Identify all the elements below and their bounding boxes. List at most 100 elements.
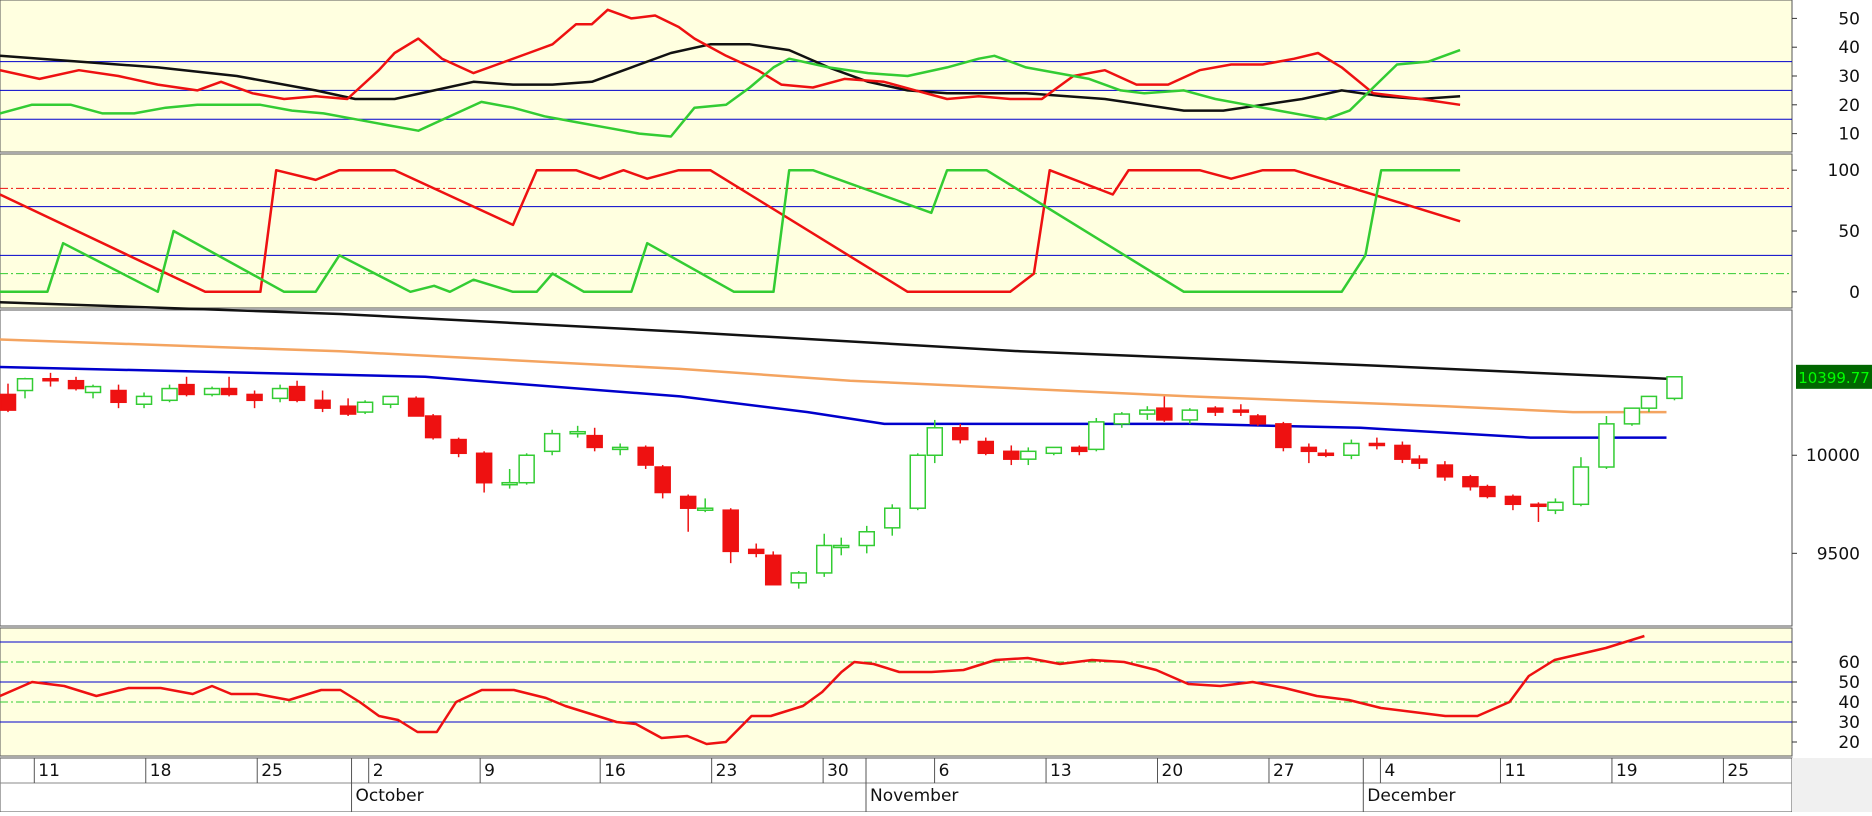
candle-body xyxy=(1623,407,1641,425)
reference-lines xyxy=(0,61,1792,723)
candle-body xyxy=(518,454,535,484)
dmi-panel-series-green xyxy=(0,48,1461,138)
candle-body xyxy=(1156,407,1173,421)
aroon-panel-ytick-label-2: 100 xyxy=(1828,161,1860,181)
candle-body xyxy=(16,377,34,392)
candle-body xyxy=(1181,409,1199,421)
candle-body xyxy=(586,434,603,449)
aroon-panel-series-red xyxy=(0,168,1461,294)
candle-body xyxy=(1249,415,1267,425)
candle-body xyxy=(1504,495,1522,506)
dmi-panel-ytick-label-3: 40 xyxy=(1838,38,1860,58)
dmi-panel-ytick-label-4: 50 xyxy=(1838,9,1860,29)
date-axis-bg xyxy=(0,757,1793,813)
candle-body xyxy=(1045,446,1063,455)
candle-body xyxy=(178,383,195,396)
candle-body xyxy=(1207,407,1224,413)
date-tick-label-14: 19 xyxy=(1616,761,1638,781)
candle-body xyxy=(977,440,995,455)
candle-body xyxy=(1071,446,1088,453)
candle-body xyxy=(1343,442,1360,456)
candle-body xyxy=(110,389,127,404)
panel-backgrounds xyxy=(0,0,1872,757)
candle-body xyxy=(1275,423,1292,449)
candle-body xyxy=(1530,503,1547,508)
candle-body xyxy=(1232,409,1250,413)
candle-body xyxy=(42,377,59,382)
month-tick-label-0: October xyxy=(356,786,424,806)
axis-bg-0 xyxy=(1792,0,1872,152)
candle-body xyxy=(790,572,807,584)
candle-body xyxy=(1113,413,1131,425)
price-panel-series-black xyxy=(0,300,1667,380)
candle-body xyxy=(1640,395,1658,409)
candle-body xyxy=(84,385,102,394)
candle-body xyxy=(884,507,901,529)
date-tick-label-10: 20 xyxy=(1162,761,1184,781)
candle-body xyxy=(747,548,765,555)
dmi-panel-series-red xyxy=(0,8,1461,107)
candle-body xyxy=(407,397,425,417)
date-tick-label-15: 25 xyxy=(1727,761,1749,781)
date-tick-label-3: 2 xyxy=(373,761,384,781)
date-tick-label-12: 4 xyxy=(1384,761,1395,781)
candle-body xyxy=(1317,452,1335,457)
candle-body xyxy=(926,427,944,456)
candle-body xyxy=(696,507,714,511)
dmi-panel-ytick-label-0: 10 xyxy=(1838,125,1860,145)
candle-body xyxy=(67,379,85,390)
price-panel-ytick-label-0: 9500 xyxy=(1817,544,1860,564)
date-tick-label-0: 11 xyxy=(38,761,60,781)
candle-body xyxy=(0,393,17,411)
candle-body xyxy=(246,393,263,402)
candle-body xyxy=(475,452,493,484)
date-axis-corner xyxy=(1792,758,1872,812)
candle-body xyxy=(654,466,671,494)
aroon-panel-series-green xyxy=(0,168,1461,294)
price-panel-series-orange xyxy=(0,338,1667,414)
candlesticks xyxy=(0,372,1683,589)
date-tick-label-8: 6 xyxy=(939,761,950,781)
candle-body xyxy=(1436,464,1454,478)
date-tick-label-13: 11 xyxy=(1504,761,1526,781)
candle-body xyxy=(637,446,654,466)
panel-bg-2 xyxy=(0,309,1793,627)
candle-body xyxy=(1479,485,1496,498)
candle-body xyxy=(271,387,289,400)
candle-body xyxy=(1088,421,1105,451)
date-tick-label-1: 18 xyxy=(150,761,172,781)
date-tick-label-11: 27 xyxy=(1273,761,1295,781)
candle-body xyxy=(764,554,782,586)
aroon-panel-ytick-label-0: 0 xyxy=(1849,283,1860,303)
candle-body xyxy=(815,544,833,574)
candle-body xyxy=(382,395,399,405)
candle-body xyxy=(1598,423,1615,468)
axes: 102030405005010095001000010399.772030405… xyxy=(0,9,1872,813)
panel-bg-1 xyxy=(0,153,1793,309)
axis-bg-2 xyxy=(1792,310,1872,626)
aroon-panel-ytick-label-1: 50 xyxy=(1838,222,1860,242)
candle-body xyxy=(501,481,518,486)
candle-body xyxy=(569,430,586,435)
rsi-panel-ytick-label-3: 50 xyxy=(1838,673,1860,693)
dmi-panel-ytick-label-2: 30 xyxy=(1838,67,1860,87)
rsi-panel-ytick-label-0: 20 xyxy=(1838,733,1860,753)
candle-body xyxy=(722,509,739,553)
candle-body xyxy=(450,438,467,455)
candle-body xyxy=(220,387,238,396)
candle-body xyxy=(543,432,561,453)
candle-body xyxy=(1020,450,1037,460)
candle-body xyxy=(1666,376,1683,400)
axis-bg-3 xyxy=(1792,628,1872,756)
rsi-panel-ytick-label-4: 60 xyxy=(1838,653,1860,673)
candle-body xyxy=(611,446,629,451)
candle-body xyxy=(135,395,153,405)
candle-body xyxy=(1003,450,1020,460)
price-panel-ytick-label-1: 10000 xyxy=(1806,446,1860,466)
candle-body xyxy=(909,454,927,509)
price-panel-series-blue xyxy=(0,365,1667,439)
candle-body xyxy=(952,427,969,441)
candle-body xyxy=(1411,458,1428,464)
